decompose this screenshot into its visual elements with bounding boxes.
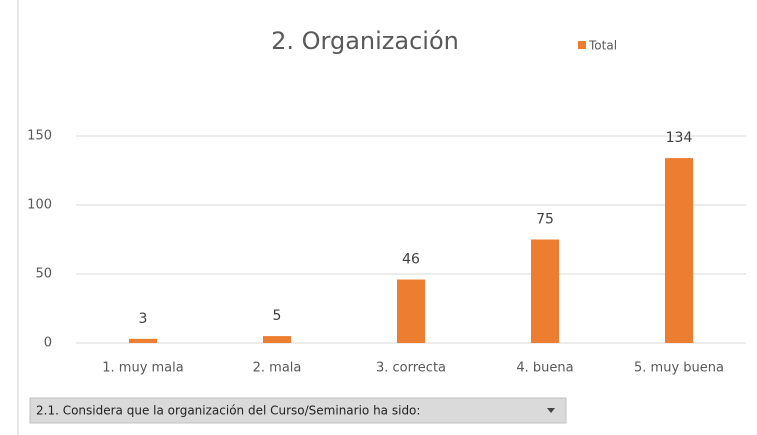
field-button[interactable]: 2.1. Considera que la organización del C…	[29, 397, 567, 424]
y-tick-label: 0	[44, 336, 52, 351]
bar	[397, 279, 425, 343]
bar	[263, 336, 291, 343]
x-tick-label: 1. muy mala	[102, 361, 183, 376]
y-tick-label: 150	[27, 129, 52, 144]
bar	[665, 158, 693, 343]
x-tick-label: 3. correcta	[376, 361, 446, 376]
dropdown-arrow[interactable]	[547, 408, 555, 413]
data-label: 134	[666, 130, 693, 146]
data-label: 46	[402, 252, 420, 268]
y-tick-label: 50	[35, 267, 52, 282]
x-tick-label: 4. buena	[516, 361, 573, 376]
data-label: 3	[139, 311, 148, 327]
y-tick-label: 100	[27, 198, 52, 213]
x-tick-label: 2. mala	[253, 361, 302, 376]
chart-title: 2. Organización	[271, 27, 459, 55]
x-tick-label: 5. muy buena	[634, 361, 724, 376]
data-label: 75	[536, 212, 554, 228]
field-button-label[interactable]: 2.1. Considera que la organización del C…	[36, 404, 420, 418]
bar	[129, 338, 157, 343]
data-label: 5	[273, 308, 282, 324]
field-button-bg[interactable]	[29, 397, 567, 424]
bar	[531, 239, 559, 343]
legend-label: Total	[588, 39, 617, 53]
legend-swatch	[578, 41, 586, 49]
